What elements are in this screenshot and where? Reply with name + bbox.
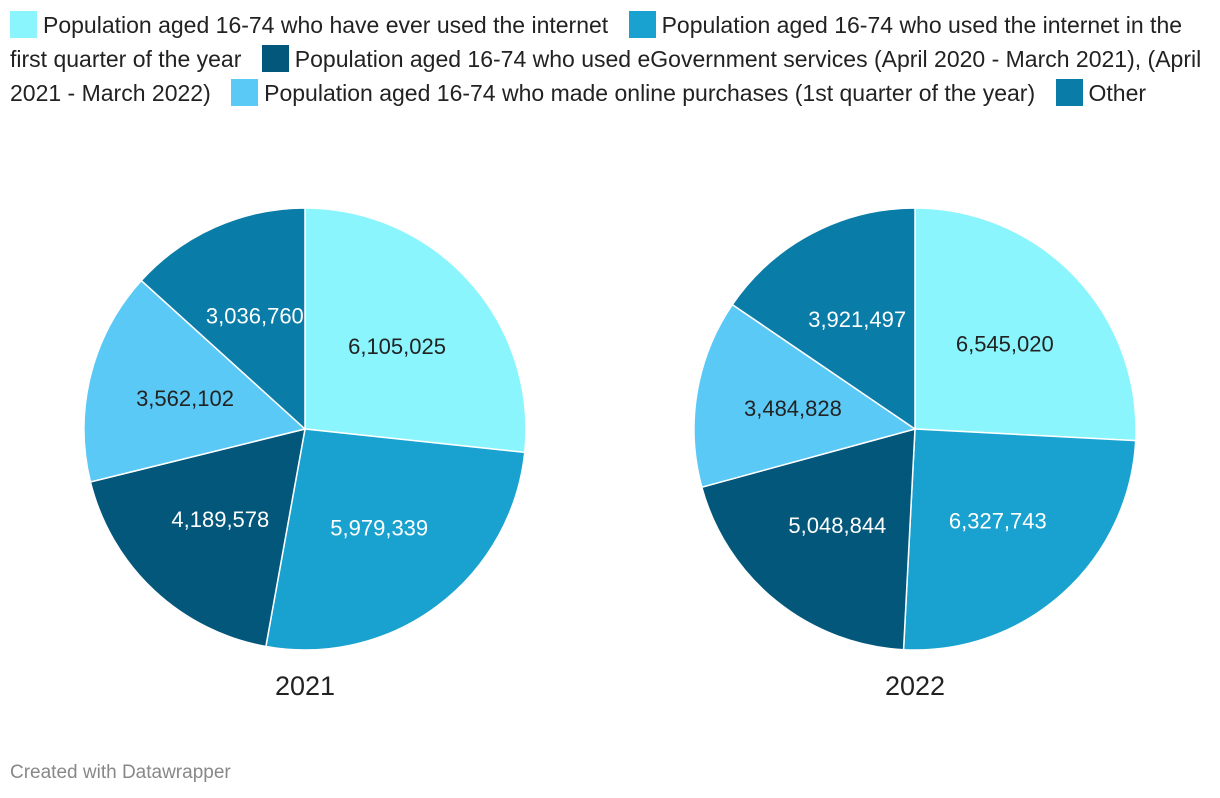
pie-2022: 6,545,020 6,327,743 5,048,844 3,484,828 3,92… — [693, 207, 1137, 701]
legend-label: Population aged 16-74 who made online pu… — [264, 80, 1036, 106]
legend-label: Population aged 16-74 who used eGovernme… — [10, 46, 1202, 106]
slice-value-label: 4,189,578 — [171, 507, 269, 532]
pie-slice — [140, 207, 306, 431]
slice-value-label: 5,048,844 — [788, 513, 886, 538]
slice-value-label: 6,545,020 — [956, 331, 1054, 356]
pie-slice — [304, 207, 527, 454]
pie-charts: 6,105,025 5,979,339 4,189,578 3,562,102 3,03… — [83, 207, 1137, 701]
pie-slice — [264, 428, 526, 651]
slice-value-label: 3,484,828 — [744, 396, 842, 421]
legend: Population aged 16-74 who have ever used… — [10, 8, 1205, 110]
pie-2021: 6,105,025 5,979,339 4,189,578 3,562,102 3,03… — [83, 207, 527, 701]
slice-value-label: 5,979,339 — [330, 516, 428, 541]
slice-value-label: 3,036,760 — [206, 303, 304, 328]
slice-value-label: 6,105,025 — [348, 334, 446, 359]
slice-value-label: 3,921,497 — [808, 307, 906, 332]
pie-slice — [731, 207, 916, 431]
pie-title: 2022 — [885, 671, 945, 701]
pie-slice — [700, 428, 916, 651]
legend-label: Population aged 16-74 who used the inter… — [10, 12, 1183, 72]
legend-swatch — [10, 11, 37, 38]
legend-item-first-quarter: Population aged 16-74 who used the inter… — [10, 11, 1183, 72]
legend-swatch — [261, 45, 289, 72]
legend-swatch — [628, 11, 656, 38]
pie-slice — [83, 279, 307, 483]
pie-slice — [693, 303, 917, 489]
slice-value-label: 6,327,743 — [949, 508, 1047, 533]
pie-title: 2021 — [275, 671, 335, 701]
footer-credit: Created with Datawrapper — [10, 762, 231, 783]
pie-slice — [902, 428, 1137, 651]
legend-item-ever-used: Population aged 16-74 who have ever used… — [10, 11, 609, 38]
legend-item-egovernment: Population aged 16-74 who used eGovernme… — [10, 45, 1202, 106]
pie-slice — [914, 207, 1137, 442]
legend-swatch — [231, 79, 259, 106]
legend-item-online-purchases: Population aged 16-74 who made online pu… — [231, 79, 1036, 106]
pie-slice — [89, 427, 306, 648]
legend-label: Other — [1088, 80, 1147, 106]
legend-swatch — [1055, 79, 1083, 106]
slice-value-label: 3,562,102 — [136, 386, 234, 411]
legend-label: Population aged 16-74 who have ever used… — [43, 12, 609, 38]
legend-item-other: Other — [1055, 79, 1147, 106]
